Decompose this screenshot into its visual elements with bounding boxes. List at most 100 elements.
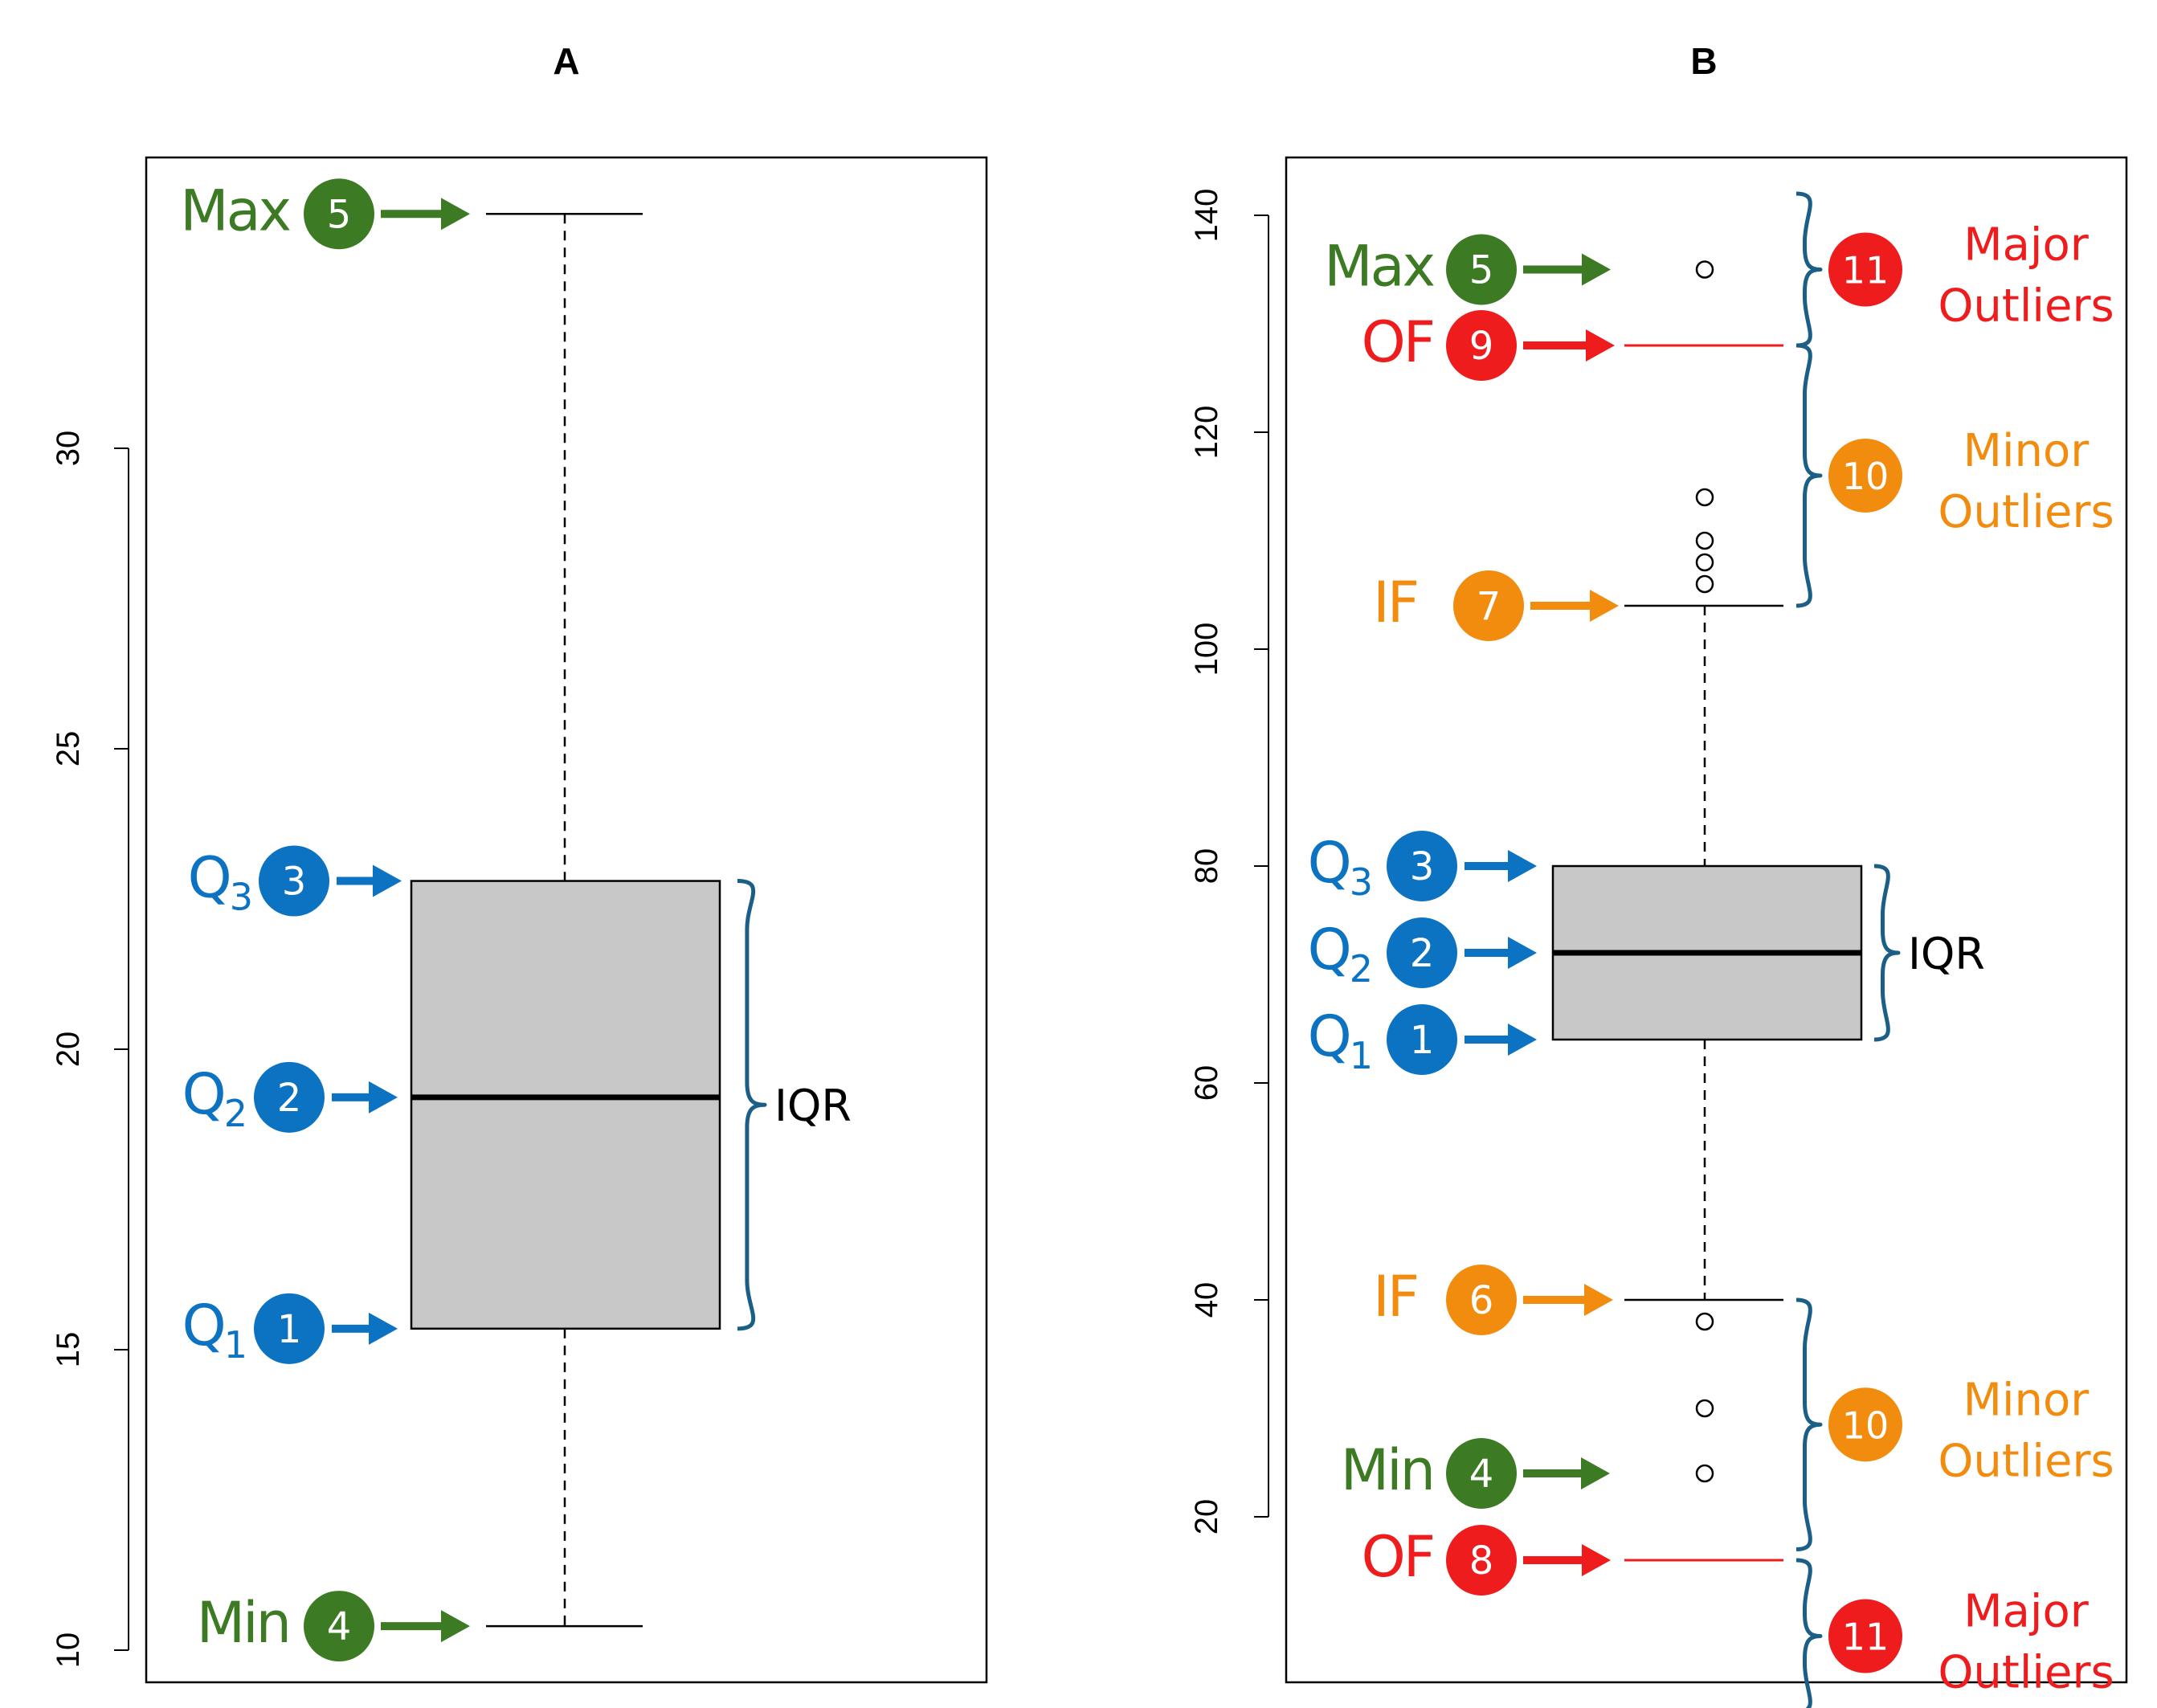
brace-label-line2: Outliers <box>1938 1435 2114 1487</box>
number-badge <box>1828 1599 1902 1673</box>
annotation-label: IF <box>1373 1264 1417 1330</box>
number-badge-text: 3 <box>1410 844 1435 889</box>
y-tick-label: 10 <box>51 1632 86 1669</box>
outlier-point <box>1695 531 1714 550</box>
annotation-label: IF <box>1373 570 1417 635</box>
annotation-label-text: Q <box>188 845 230 911</box>
annotation-label-text: Q <box>1308 830 1350 896</box>
annotation-label-text: Min <box>1341 1437 1433 1503</box>
curly-brace <box>737 879 767 1331</box>
y-tick-label: 120 <box>1189 406 1224 460</box>
brace-group: 11 Major Outliers <box>1795 1558 2114 1708</box>
annotation-if-lower: IF 6 <box>1373 1264 1613 1335</box>
y-tick-label: 30 <box>51 431 86 467</box>
annotation-of-lower: OF 8 <box>1362 1524 1611 1596</box>
brace-label-line2: Outliers <box>1938 486 2114 538</box>
arrow-head <box>369 1081 398 1113</box>
number-badge-text: 1 <box>277 1307 302 1352</box>
arrow-head <box>441 1610 470 1643</box>
annotation-label: Max <box>1324 234 1434 300</box>
annotation-if-upper: IF 7 <box>1373 570 1619 641</box>
annotation-min: Min 4 <box>197 1590 470 1662</box>
arrow-head <box>1590 590 1619 622</box>
number-badge-text: 10 <box>1842 455 1889 498</box>
curly-brace <box>1795 191 1823 348</box>
annotation-label-text: Max <box>180 178 290 243</box>
outlier-point <box>1695 553 1714 572</box>
annotation-label-subscript: 2 <box>1350 947 1371 991</box>
number-badge-text: 1 <box>1410 1018 1435 1063</box>
annotation-label-text: Q <box>1308 917 1350 983</box>
annotation-label: Q1 <box>1308 1003 1371 1077</box>
annotation-label: Q1 <box>182 1293 245 1367</box>
annotation-q3: Q3 3 <box>1308 830 1537 904</box>
annotation-label: OF <box>1362 1524 1433 1590</box>
arrow-head <box>1582 253 1611 286</box>
brace-group: IQR <box>737 879 852 1331</box>
y-tick-label: 25 <box>51 731 86 767</box>
number-badge <box>1446 310 1517 381</box>
arrow-head <box>1508 1024 1537 1056</box>
arrow-head <box>1508 850 1537 882</box>
brace-group: 10 Minor Outliers <box>1795 1297 2114 1551</box>
annotation-q1: Q1 1 <box>1308 1003 1537 1077</box>
annotation-label-subscript: 1 <box>224 1323 245 1367</box>
y-tick-label: 20 <box>1189 1499 1224 1535</box>
arrow-head <box>373 864 402 897</box>
number-badge <box>1453 570 1524 641</box>
number-badge <box>304 1591 374 1662</box>
number-badge-text: 3 <box>282 860 307 905</box>
annotation-label-text: IF <box>1373 1264 1417 1330</box>
number-badge <box>1446 1438 1517 1509</box>
annotation-label-text: Min <box>197 1590 289 1656</box>
annotation-label-subscript: 3 <box>1350 860 1371 904</box>
outlier-point <box>1695 1312 1714 1331</box>
number-badge <box>259 845 329 917</box>
number-badge-text: 5 <box>327 192 352 237</box>
number-badge <box>1828 439 1902 513</box>
annotation-label: Q3 <box>1308 830 1371 904</box>
annotation-label: Min <box>1341 1437 1433 1503</box>
number-badge <box>254 1293 325 1364</box>
number-badge-text: 11 <box>1842 1616 1889 1659</box>
number-badge <box>1446 234 1517 305</box>
arrow-head <box>1582 1544 1611 1576</box>
y-tick-label: 40 <box>1189 1282 1224 1318</box>
number-badge-text: 11 <box>1842 249 1889 292</box>
outlier-point <box>1695 574 1714 594</box>
y-tick-label: 100 <box>1189 623 1224 676</box>
brace-label-line1: Minor <box>1963 425 2090 477</box>
number-badge-text: 4 <box>327 1604 352 1649</box>
annotation-label: Q3 <box>188 845 251 919</box>
number-badge <box>1828 1387 1902 1462</box>
panel-title: B <box>1690 40 1717 82</box>
brace-label: IQR <box>1908 929 1985 979</box>
outlier-point <box>1695 1464 1714 1483</box>
annotation-q3: Q3 3 <box>188 845 402 919</box>
brace-label-line1: Major <box>1963 1586 2089 1638</box>
curly-brace <box>1873 864 1901 1042</box>
number-badge-text: 2 <box>1410 931 1435 976</box>
annotation-min: Min 4 <box>1341 1437 1610 1509</box>
y-tick-label: 15 <box>51 1332 86 1368</box>
brace-group: 10 Minor Outliers <box>1795 343 2114 608</box>
iqr-box <box>410 880 721 1330</box>
brace-label-line1: Minor <box>1963 1374 2090 1426</box>
number-badge <box>304 178 374 250</box>
annotation-label-text: IF <box>1373 570 1417 635</box>
number-badge-text: 4 <box>1469 1452 1494 1497</box>
brace-label-line2: Outliers <box>1938 1647 2114 1699</box>
annotation-label-subscript: 2 <box>224 1092 245 1135</box>
number-badge-text: 9 <box>1469 324 1494 369</box>
annotation-label-text: Q <box>182 1293 224 1359</box>
arrow-head <box>1508 937 1537 969</box>
brace-label-line2: Outliers <box>1938 280 2114 333</box>
number-badge-text: 5 <box>1469 248 1494 293</box>
number-badge <box>1828 232 1902 307</box>
curly-brace <box>1795 343 1823 608</box>
outlier-point <box>1695 260 1714 279</box>
y-tick-label: 140 <box>1189 189 1224 243</box>
annotation-label-text: Max <box>1324 234 1434 300</box>
